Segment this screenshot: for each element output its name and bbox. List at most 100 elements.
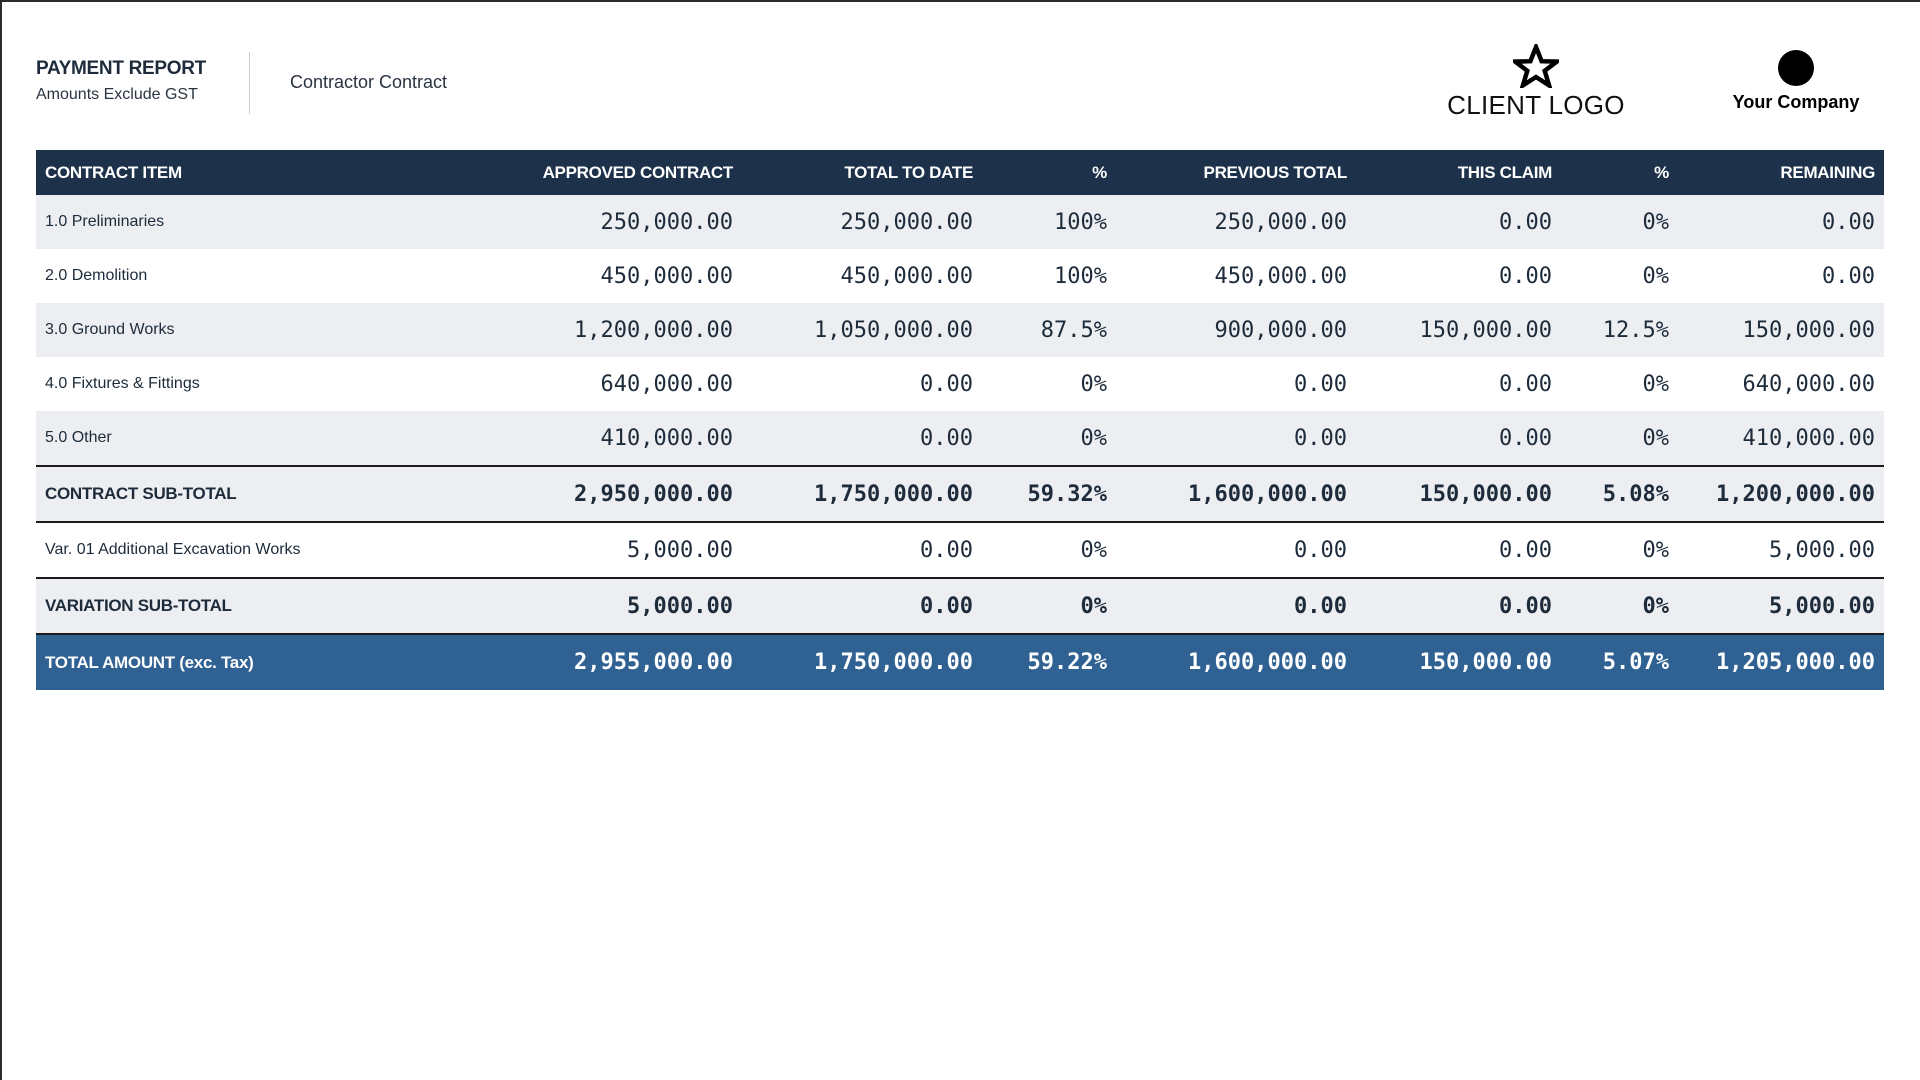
table-row: 2.0 Demolition 450,000.00 450,000.00 100… [36,249,1884,303]
cell-item: TOTAL AMOUNT (exc. Tax) [36,633,384,690]
report-heading: PAYMENT REPORT Amounts Exclude GST [36,58,206,104]
client-logo-text: CLIENT LOGO [1447,90,1625,120]
cell-previous: 0.00 [1116,357,1356,411]
cell-item: VARIATION SUB-TOTAL [36,577,384,634]
table-row: 5.0 Other 410,000.00 0.00 0% 0.00 0.00 0… [36,411,1884,466]
payment-table: CONTRACT ITEM APPROVED CONTRACT TOTAL TO… [36,150,1884,690]
cell-item: CONTRACT SUB-TOTAL [36,465,384,522]
table-row: 4.0 Fixtures & Fittings 640,000.00 0.00 … [36,357,1884,411]
col-header-percent-complete: % [982,150,1116,195]
cell-percent: 59.32% [982,465,1116,522]
circle-icon [1778,50,1814,86]
cell-percent: 87.5% [982,303,1116,357]
cell-claim: 0.00 [1356,411,1561,466]
cell-claim: 0.00 [1356,357,1561,411]
cell-remaining: 1,205,000.00 [1678,633,1884,690]
cell-approved: 450,000.00 [384,249,742,303]
col-header-claim-percent: % [1561,150,1678,195]
cell-total: 1,750,000.00 [742,465,982,522]
cell-approved: 410,000.00 [384,411,742,466]
cell-remaining: 5,000.00 [1678,521,1884,578]
col-header-remaining: REMAINING [1678,150,1884,195]
cell-approved: 640,000.00 [384,357,742,411]
cell-approved: 250,000.00 [384,195,742,249]
header-divider [249,52,250,114]
cell-total: 250,000.00 [742,195,982,249]
cell-total: 450,000.00 [742,249,982,303]
cell-approved: 2,950,000.00 [384,465,742,522]
star-icon [1513,44,1559,88]
cell-claim-percent: 0% [1561,357,1678,411]
company-logo: Your Company [1716,50,1876,120]
cell-item: Var. 01 Additional Excavation Works [36,521,384,578]
frame-top-border [0,0,1920,2]
col-header-contract-item: CONTRACT ITEM [36,150,384,195]
table-header-row: CONTRACT ITEM APPROVED CONTRACT TOTAL TO… [36,150,1884,195]
cell-remaining: 1,200,000.00 [1678,465,1884,522]
cell-claim: 150,000.00 [1356,633,1561,690]
cell-claim: 150,000.00 [1356,303,1561,357]
cell-item: 1.0 Preliminaries [36,195,384,249]
cell-total: 0.00 [742,357,982,411]
cell-item: 5.0 Other [36,411,384,466]
cell-approved: 5,000.00 [384,521,742,578]
contract-name: Contractor Contract [290,72,448,92]
cell-claim: 0.00 [1356,577,1561,634]
col-header-total-to-date: TOTAL TO DATE [742,150,982,195]
variation-row: Var. 01 Additional Excavation Works 5,00… [36,521,1884,578]
cell-approved: 1,200,000.00 [384,303,742,357]
cell-remaining: 410,000.00 [1678,411,1884,466]
cell-previous: 0.00 [1116,521,1356,578]
cell-claim-percent: 0% [1561,249,1678,303]
variation-subtotal-row: VARIATION SUB-TOTAL 5,000.00 0.00 0% 0.0… [36,577,1884,634]
cell-total: 0.00 [742,411,982,466]
cell-approved: 5,000.00 [384,577,742,634]
cell-item: 2.0 Demolition [36,249,384,303]
cell-percent: 100% [982,249,1116,303]
cell-percent: 0% [982,577,1116,634]
table-row: 1.0 Preliminaries 250,000.00 250,000.00 … [36,195,1884,249]
col-header-approved-contract: APPROVED CONTRACT [384,150,742,195]
cell-previous: 0.00 [1116,577,1356,634]
cell-claim-percent: 0% [1561,577,1678,634]
cell-claim: 0.00 [1356,249,1561,303]
cell-remaining: 640,000.00 [1678,357,1884,411]
grand-total-row: TOTAL AMOUNT (exc. Tax) 2,955,000.00 1,7… [36,633,1884,690]
contract-subtotal-row: CONTRACT SUB-TOTAL 2,950,000.00 1,750,00… [36,465,1884,522]
cell-approved: 2,955,000.00 [384,633,742,690]
frame-left-border [0,0,2,1080]
client-logo: CLIENT LOGO [1446,44,1626,124]
cell-percent: 0% [982,357,1116,411]
cell-percent: 0% [982,521,1116,578]
cell-claim-percent: 0% [1561,521,1678,578]
cell-percent: 100% [982,195,1116,249]
cell-percent: 59.22% [982,633,1116,690]
col-header-previous-total: PREVIOUS TOTAL [1116,150,1356,195]
col-header-this-claim: THIS CLAIM [1356,150,1561,195]
cell-claim-percent: 12.5% [1561,303,1678,357]
cell-item: 4.0 Fixtures & Fittings [36,357,384,411]
cell-remaining: 150,000.00 [1678,303,1884,357]
cell-percent: 0% [982,411,1116,466]
cell-claim: 0.00 [1356,195,1561,249]
cell-remaining: 5,000.00 [1678,577,1884,634]
cell-previous: 1,600,000.00 [1116,465,1356,522]
table-row: 3.0 Ground Works 1,200,000.00 1,050,000.… [36,303,1884,357]
cell-previous: 900,000.00 [1116,303,1356,357]
cell-total: 0.00 [742,577,982,634]
cell-claim-percent: 5.07% [1561,633,1678,690]
cell-claim-percent: 5.08% [1561,465,1678,522]
cell-total: 0.00 [742,521,982,578]
company-name: Your Company [1732,92,1860,112]
cell-previous: 0.00 [1116,411,1356,466]
cell-total: 1,750,000.00 [742,633,982,690]
report-subtitle: Amounts Exclude GST [36,86,198,103]
cell-claim: 150,000.00 [1356,465,1561,522]
cell-previous: 250,000.00 [1116,195,1356,249]
cell-previous: 1,600,000.00 [1116,633,1356,690]
cell-remaining: 0.00 [1678,195,1884,249]
cell-remaining: 0.00 [1678,249,1884,303]
report-title: PAYMENT REPORT [36,58,206,79]
cell-claim: 0.00 [1356,521,1561,578]
cell-claim-percent: 0% [1561,195,1678,249]
